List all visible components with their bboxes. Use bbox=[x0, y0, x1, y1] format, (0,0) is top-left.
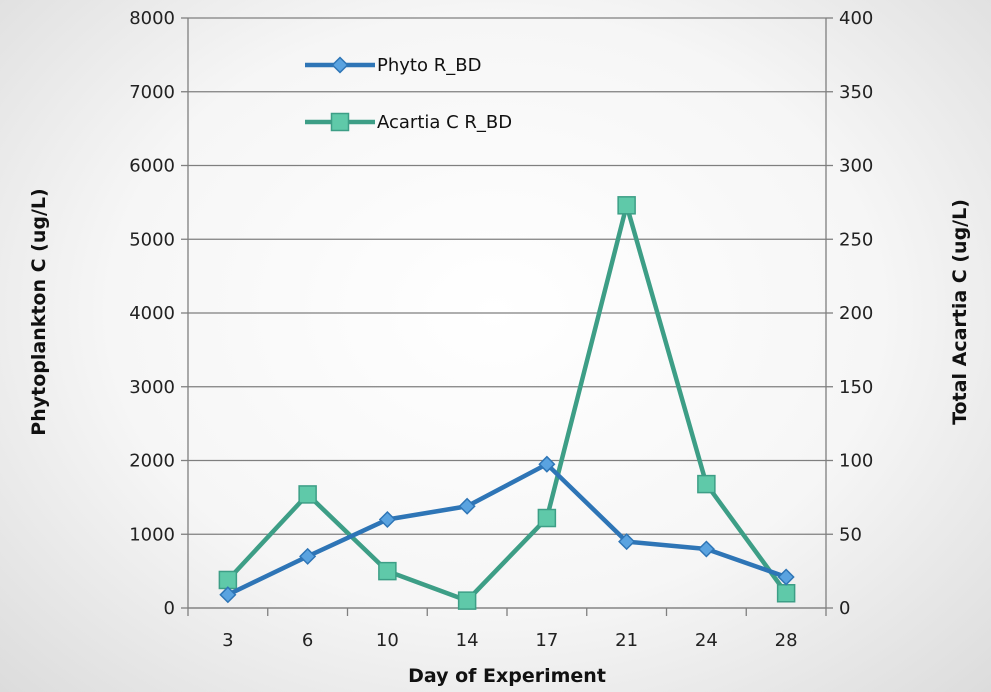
phyto-legend-marker bbox=[331, 56, 349, 74]
phyto-data-point bbox=[299, 547, 317, 565]
y-left-tick-label: 1000 bbox=[129, 524, 175, 545]
acartia-data-point bbox=[537, 508, 557, 528]
x-tick-label: 21 bbox=[615, 630, 638, 651]
y-left-tick-label: 5000 bbox=[129, 229, 175, 250]
y-axis-right-title: Total Acartia C (ug/L) bbox=[949, 199, 971, 425]
gridlines bbox=[188, 17, 826, 609]
x-tick-label: 14 bbox=[456, 630, 479, 651]
phyto-data-point bbox=[777, 568, 795, 586]
acartia-series-line bbox=[225, 203, 789, 603]
x-tick-label: 3 bbox=[222, 630, 233, 651]
y-right-tick-label: 300 bbox=[839, 156, 873, 177]
y-right-tick-label: 250 bbox=[839, 229, 873, 250]
x-tick-label: 17 bbox=[535, 630, 558, 651]
x-axis-title: Day of Experiment bbox=[408, 665, 606, 687]
acartia-data-point bbox=[697, 474, 716, 494]
x-tick-label: 28 bbox=[775, 630, 798, 651]
y-left-tick-label: 2000 bbox=[129, 451, 175, 472]
y-left-tick-label: 4000 bbox=[129, 303, 175, 324]
phyto-data-point bbox=[697, 540, 715, 558]
acartia-data-point bbox=[378, 561, 397, 581]
phyto-data-point bbox=[378, 510, 396, 529]
y-axis-left-title: Phytoplankton C (ug/L) bbox=[28, 188, 50, 435]
phyto-legend-label: Phyto R_BD bbox=[377, 55, 481, 76]
y-left-tick-label: 8000 bbox=[129, 8, 175, 29]
y-left-tick-label: 3000 bbox=[129, 377, 175, 398]
y-right-tick-label: 50 bbox=[839, 524, 862, 545]
y-right-tick-label: 100 bbox=[839, 451, 873, 472]
x-tick-label: 24 bbox=[695, 630, 718, 651]
acartia-data-point bbox=[776, 584, 796, 603]
x-tick-label: 10 bbox=[376, 630, 399, 651]
phyto-data-point bbox=[538, 455, 556, 473]
acartia-data-point bbox=[617, 196, 636, 215]
phyto-series-line bbox=[225, 461, 789, 597]
phyto-data-point bbox=[219, 586, 237, 604]
acartia-legend-label: Acartia C R_BD bbox=[377, 112, 512, 133]
acartia-data-point bbox=[218, 570, 238, 590]
y-right-tick-label: 350 bbox=[839, 82, 873, 103]
phyto-data-point bbox=[618, 533, 636, 551]
x-tick-label: 6 bbox=[302, 630, 313, 651]
tick-labels: 0 0 1000 50 2000 100 3000 150 4000 200 5000 250 6000… bbox=[129, 8, 873, 651]
series-layer bbox=[218, 196, 796, 610]
legend: Phyto R_BD Acartia C R_BD bbox=[305, 55, 512, 133]
axes bbox=[181, 17, 833, 616]
y-right-tick-label: 200 bbox=[839, 303, 873, 324]
y-left-tick-label: 7000 bbox=[129, 82, 175, 103]
y-right-tick-label: 400 bbox=[839, 8, 873, 29]
y-left-tick-label: 0 bbox=[164, 598, 175, 619]
y-left-tick-label: 6000 bbox=[129, 156, 175, 177]
acartia-legend-marker bbox=[330, 112, 350, 132]
acartia-data-point bbox=[457, 591, 477, 610]
acartia-data-point bbox=[298, 485, 317, 504]
y-right-tick-label: 0 bbox=[839, 598, 850, 619]
y-right-tick-label: 150 bbox=[839, 377, 873, 398]
phyto-data-point bbox=[458, 497, 476, 515]
